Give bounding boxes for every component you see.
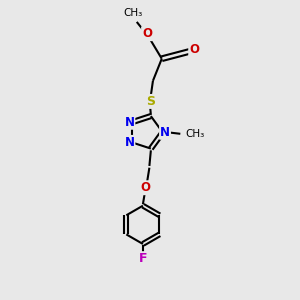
Text: CH₃: CH₃ — [124, 8, 143, 18]
Text: N: N — [124, 136, 134, 149]
Text: O: O — [189, 44, 199, 56]
Text: N: N — [160, 126, 170, 139]
Text: O: O — [142, 27, 152, 40]
Text: CH₃: CH₃ — [185, 129, 205, 139]
Text: S: S — [146, 95, 155, 108]
Text: O: O — [140, 181, 150, 194]
Text: F: F — [139, 252, 147, 265]
Text: N: N — [124, 116, 134, 129]
